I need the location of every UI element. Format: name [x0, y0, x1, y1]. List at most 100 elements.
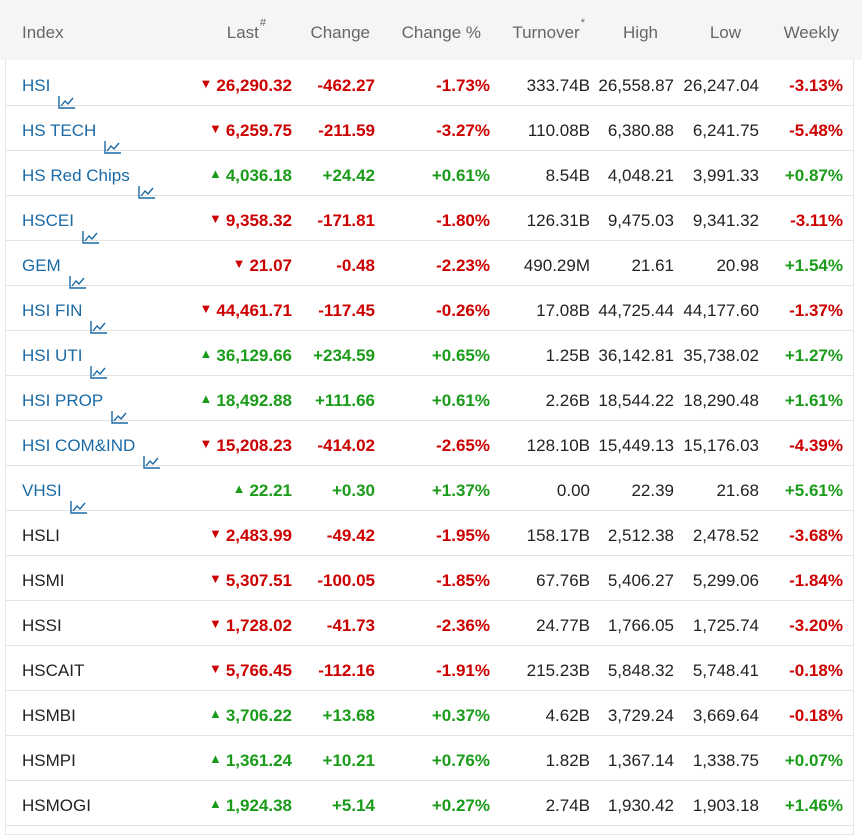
change-pct-value: +0.27%: [431, 796, 490, 815]
last-cell: ▼ 6,259.75: [209, 105, 292, 150]
table-row[interactable]: VHSI ▲ 22.21 +0.30 +1.37% 0.00 22.39 21.68 +5.61…: [6, 465, 853, 514]
table-row[interactable]: HS Red Chips ▲ 4,036.18 +24.42 +0.61% 8.54B 4,…: [6, 150, 853, 199]
index-name-cell: HSMBI: [22, 690, 76, 735]
weekly-value: -1.84%: [789, 571, 843, 590]
table-row[interactable]: HSSI ▼ 1,728.02 -41.73 -2.36% 24.77B 1,766.05 1…: [6, 600, 853, 646]
low-value: 20.98: [716, 256, 759, 275]
table-row[interactable]: HSI UTI ▲ 36,129.66 +234.59 +0.65% 1.25B 36,14…: [6, 330, 853, 379]
header-last-label: Last: [226, 23, 259, 42]
table-row[interactable]: HSMOGI ▲ 1,924.38 +5.14 +0.27% 2.74B 1,930.42 1…: [6, 780, 853, 826]
index-name[interactable]: VHSI: [22, 481, 62, 500]
table-row[interactable]: HSI FIN ▼ 44,461.71 -117.45 -0.26% 17.08B 44,7…: [6, 285, 853, 334]
index-name[interactable]: GEM: [22, 256, 61, 275]
table-row[interactable]: HSMI ▼ 5,307.51 -100.05 -1.85% 67.76B 5,406.27…: [6, 555, 853, 601]
index-name-cell[interactable]: HSI: [22, 60, 76, 109]
up-arrow-icon: ▲: [199, 391, 213, 406]
index-name-cell[interactable]: HSI COM&IND: [22, 420, 161, 469]
header-change-pct[interactable]: Change %: [401, 23, 481, 42]
change-pct-value: +0.37%: [431, 706, 490, 725]
header-index[interactable]: Index: [22, 23, 64, 42]
weekly-value: +1.27%: [784, 346, 843, 365]
low-value: 26,247.04: [683, 76, 759, 95]
header-low[interactable]: Low: [709, 23, 741, 42]
last-value: 15,208.23: [216, 436, 292, 455]
last-value: 22.21: [249, 481, 292, 500]
index-name[interactable]: HSI PROP: [22, 391, 104, 410]
change-pct-value: -1.73%: [436, 76, 490, 95]
table-row[interactable]: GEM ▼ 21.07 -0.48 -2.23% 490.29M 21.61 20.98 +1.…: [6, 240, 853, 289]
table-row[interactable]: HSI PROP ▲ 18,492.88 +111.66 +0.61% 2.26B 18,5…: [6, 375, 853, 424]
index-name-cell[interactable]: HSI FIN: [22, 285, 108, 334]
table-row[interactable]: HSI COM&IND ▼ 15,208.23 -414.02 -2.65% 128.10…: [6, 420, 853, 469]
index-name[interactable]: HS Red Chips: [22, 166, 130, 185]
change-value: -49.42: [326, 526, 375, 545]
chart-icon[interactable]: [82, 213, 100, 244]
last-value: 36,129.66: [216, 346, 292, 365]
chart-icon[interactable]: [69, 483, 88, 514]
low-value: 5,299.06: [692, 571, 759, 590]
chart-icon[interactable]: [90, 348, 108, 379]
change-value: -100.05: [317, 571, 375, 590]
last-cell: ▲ 4,036.18: [209, 150, 292, 195]
change-pct-value: -2.36%: [436, 616, 490, 635]
change-value: +5.14: [331, 796, 375, 815]
chart-icon[interactable]: [143, 438, 161, 469]
weekly-value: -0.18%: [789, 661, 843, 680]
index-name[interactable]: HSI: [22, 76, 51, 95]
change-pct-value: +1.37%: [431, 481, 490, 500]
last-cell: ▼ 9,358.32: [209, 195, 292, 240]
down-arrow-icon: ▼: [208, 211, 222, 226]
index-name-cell[interactable]: HSCEI: [22, 195, 100, 244]
down-arrow-icon: ▼: [208, 121, 222, 136]
index-name[interactable]: HSI FIN: [22, 301, 83, 320]
chart-icon[interactable]: [90, 303, 108, 334]
chart-icon[interactable]: [58, 78, 76, 109]
index-name-cell[interactable]: HSI UTI: [22, 330, 108, 379]
last-cell: ▼ 5,766.45: [209, 645, 292, 690]
last-cell: ▼ 15,208.23: [199, 420, 292, 465]
last-value: 6,259.75: [225, 121, 292, 140]
table-row[interactable]: HS TECH ▼ 6,259.75 -211.59 -3.27% 110.08B 6,38…: [6, 105, 853, 154]
last-cell: ▼ 44,461.71: [199, 285, 292, 330]
high-value: 18,544.22: [598, 391, 674, 410]
index-name[interactable]: HSCEI: [22, 211, 74, 230]
turnover-value: 333.74B: [526, 76, 590, 95]
header-turnover[interactable]: Turnover*: [512, 18, 585, 44]
up-arrow-icon: ▲: [208, 166, 222, 181]
table-row[interactable]: HSCEI ▼ 9,358.32 -171.81 -1.80% 126.31B 9,475.…: [6, 195, 853, 244]
index-name-cell[interactable]: GEM: [22, 240, 87, 289]
table-row[interactable]: HSI ▼ 26,290.32 -462.27 -1.73% 333.74B 26,558.…: [6, 60, 853, 109]
index-name: HSMI: [22, 571, 65, 590]
turnover-value: 2.74B: [545, 796, 590, 815]
chart-icon[interactable]: [138, 168, 156, 199]
index-name-cell[interactable]: VHSI: [22, 465, 88, 514]
change-pct-value: -2.23%: [436, 256, 490, 275]
chart-icon[interactable]: [111, 393, 129, 424]
weekly-value: +1.54%: [784, 256, 843, 275]
last-cell: ▼ 21.07: [233, 240, 292, 285]
header-high[interactable]: High: [623, 23, 658, 42]
index-name[interactable]: HSI COM&IND: [22, 436, 136, 455]
last-value: 3,706.22: [225, 706, 292, 725]
low-value: 1,903.18: [692, 796, 759, 815]
index-name-cell: HSMOGI: [22, 780, 91, 825]
index-name-cell[interactable]: HSI PROP: [22, 375, 129, 424]
last-value: 21.07: [249, 256, 292, 275]
index-name-cell[interactable]: HS Red Chips: [22, 150, 156, 199]
table-row[interactable]: HSLI ▼ 2,483.99 -49.42 -1.95% 158.17B 2,512.38…: [6, 510, 853, 556]
change-value: +10.21: [322, 751, 375, 770]
header-change[interactable]: Change: [310, 23, 370, 42]
table-row[interactable]: HSMPI ▲ 1,361.24 +10.21 +0.76% 1.82B 1,367.14 1…: [6, 735, 853, 781]
turnover-value: 8.54B: [545, 166, 590, 185]
low-value: 35,738.02: [683, 346, 759, 365]
index-name[interactable]: HS TECH: [22, 121, 97, 140]
table-row[interactable]: HSCAIT ▼ 5,766.45 -112.16 -1.91% 215.23B 5,848…: [6, 645, 853, 691]
index-name-cell[interactable]: HS TECH: [22, 105, 122, 154]
weekly-value: -4.39%: [789, 436, 843, 455]
chart-icon[interactable]: [104, 123, 122, 154]
index-name[interactable]: HSI UTI: [22, 346, 83, 365]
chart-icon[interactable]: [69, 258, 87, 289]
header-weekly[interactable]: Weekly: [783, 23, 839, 42]
header-last[interactable]: Last#: [226, 18, 266, 44]
table-row[interactable]: HSMBI ▲ 3,706.22 +13.68 +0.37% 4.62B 3,729.24 3…: [6, 690, 853, 736]
